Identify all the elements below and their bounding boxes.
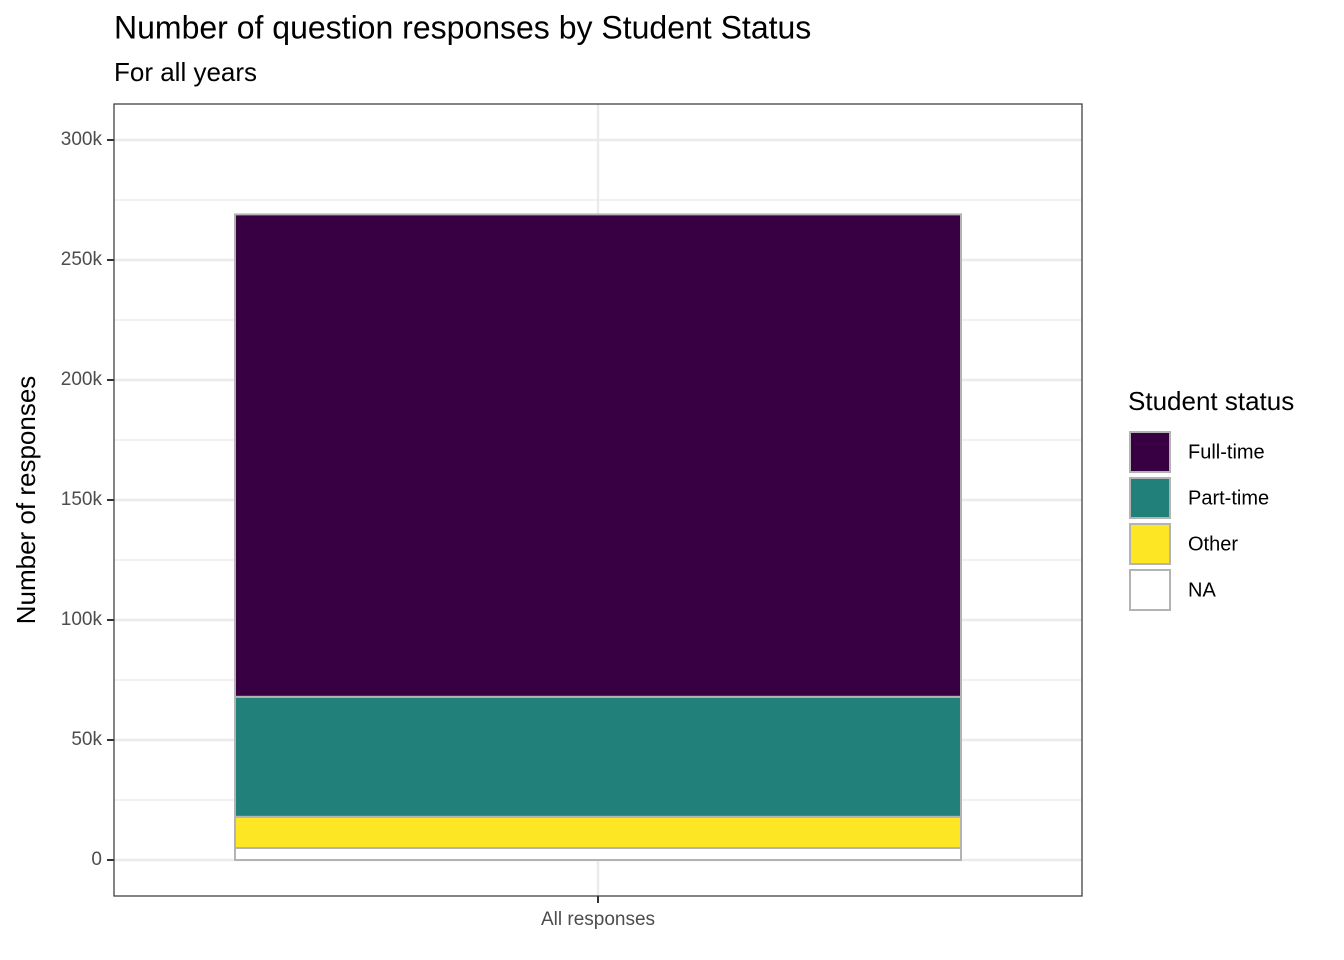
legend-key (1129, 523, 1171, 565)
x-tick-label: All responses (541, 909, 655, 930)
legend-title: Student status (1128, 386, 1294, 416)
legend-label: Full-time (1188, 441, 1265, 463)
legend-key (1129, 477, 1171, 519)
legend-label: Other (1188, 533, 1238, 555)
y-tick-label: 150k (61, 489, 103, 510)
legend-label: Part-time (1188, 487, 1269, 509)
y-tick-label: 200k (61, 369, 103, 390)
legend-key (1129, 431, 1171, 473)
legend-label: NA (1188, 579, 1216, 601)
y-tick-label: 250k (61, 249, 103, 270)
y-tick-label: 100k (61, 609, 103, 630)
y-tick-label: 300k (61, 129, 103, 150)
bar-segment (234, 695, 962, 818)
chart-subtitle: For all years (114, 57, 257, 87)
panel-border (113, 103, 1083, 897)
bar-segment (234, 213, 962, 698)
chart-title: Number of question responses by Student … (114, 9, 811, 45)
bar-segment (234, 847, 962, 861)
bar-segment (234, 815, 962, 849)
y-tick-label: 50k (71, 729, 102, 750)
y-tick-label: 0 (91, 849, 102, 870)
y-axis-label: Number of responses (11, 376, 41, 625)
legend-key (1129, 569, 1171, 611)
